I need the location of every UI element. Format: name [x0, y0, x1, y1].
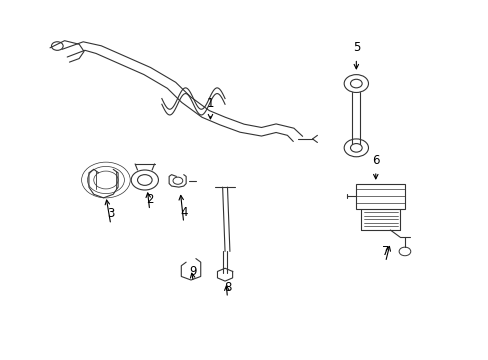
Text: 4: 4: [180, 206, 187, 219]
Text: 3: 3: [107, 207, 114, 220]
Text: 7: 7: [381, 245, 388, 258]
Text: 2: 2: [145, 193, 153, 206]
Text: 1: 1: [206, 96, 214, 110]
Text: 5: 5: [352, 41, 359, 54]
Text: 8: 8: [224, 280, 231, 294]
Text: 9: 9: [189, 265, 197, 278]
Text: 6: 6: [371, 154, 379, 167]
